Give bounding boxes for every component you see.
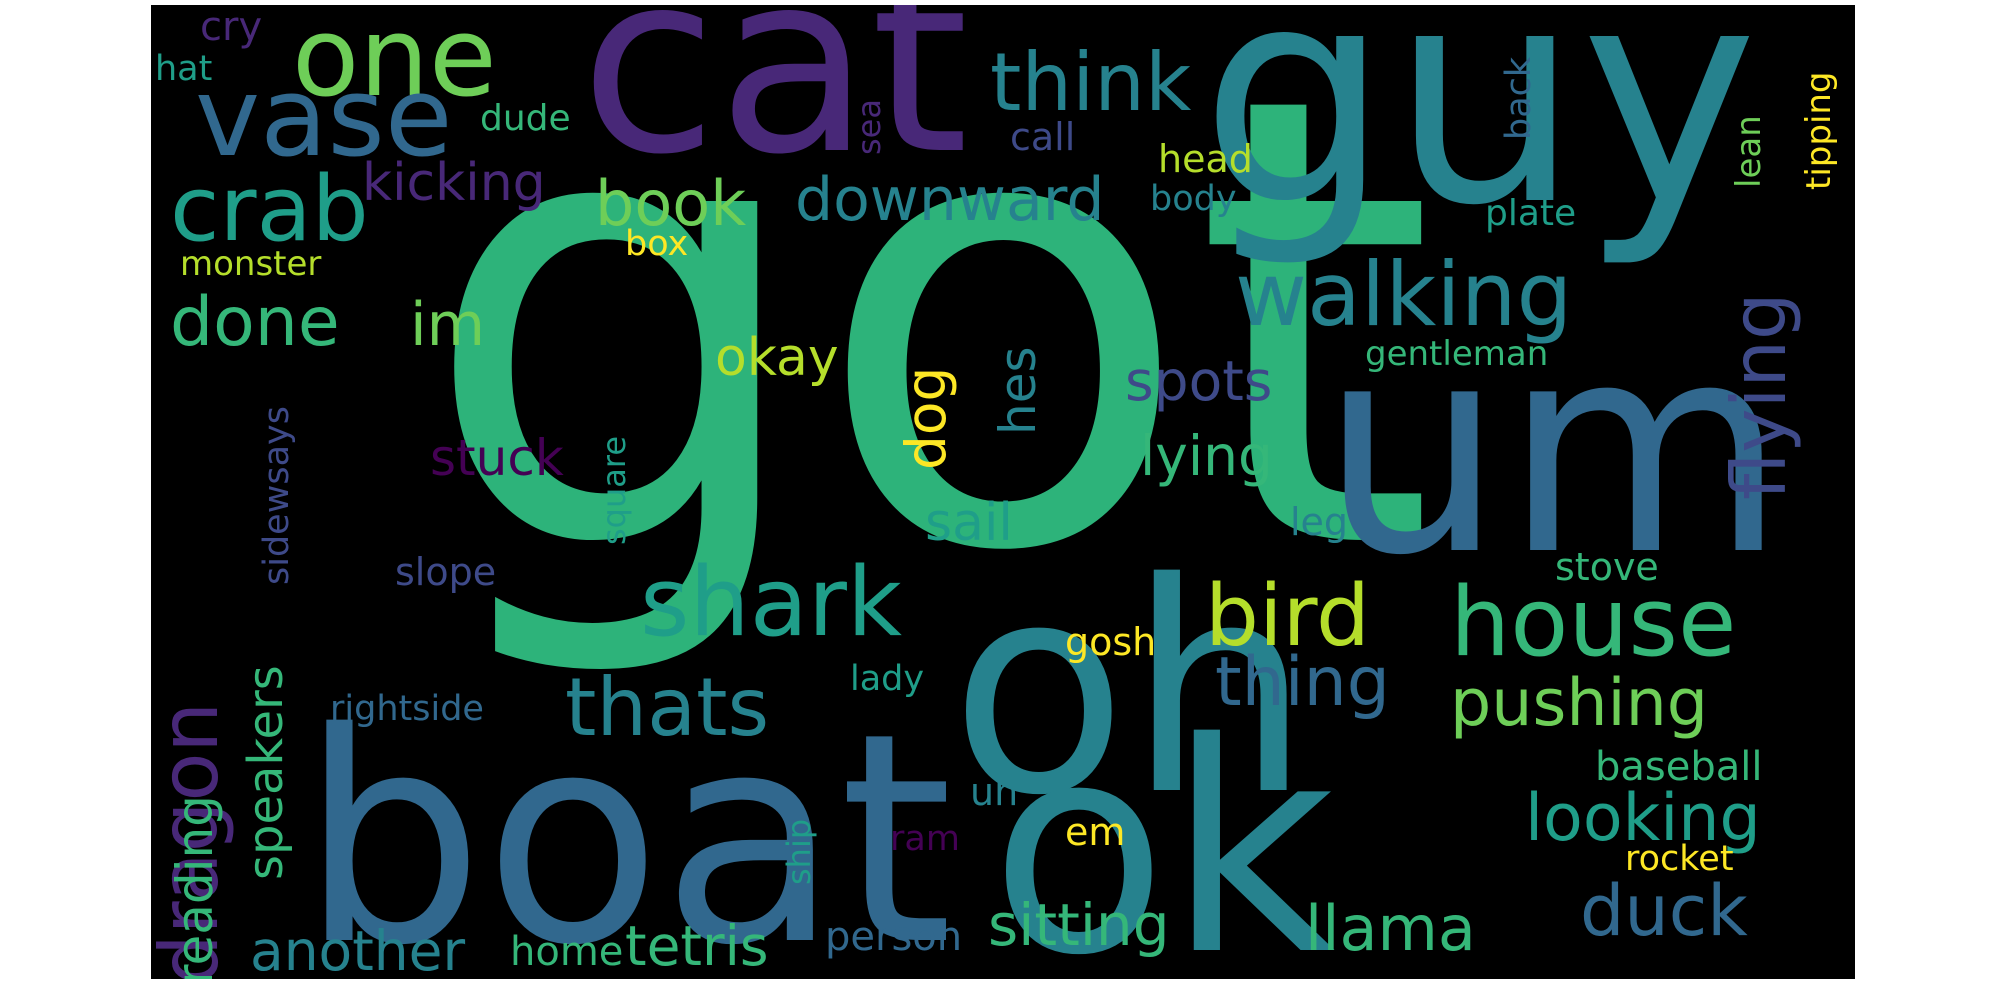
- word-slope: slope: [395, 550, 496, 594]
- word-downward: downward: [795, 165, 1104, 235]
- word-one: one: [292, 5, 497, 121]
- word-monster: monster: [180, 244, 321, 284]
- word-stove: stove: [1555, 545, 1659, 589]
- word-think: think: [990, 36, 1192, 129]
- word-looking: looking: [1525, 781, 1761, 856]
- word-em: em: [1065, 810, 1125, 854]
- word-okay: okay: [715, 328, 839, 388]
- word-thats: thats: [565, 661, 769, 754]
- word-cloud-canvas: got guy cat um oh boat ok one vase think walking cr…: [151, 5, 1855, 979]
- word-thing: thing: [1215, 643, 1390, 722]
- word-got: got: [420, 5, 1436, 687]
- word-cry: cry: [200, 5, 262, 50]
- word-bird: bird: [1205, 567, 1370, 666]
- word-rightside: rightside: [330, 689, 484, 729]
- word-dragon: dragon: [151, 702, 236, 979]
- word-ok: ok: [990, 682, 1335, 979]
- word-im: im: [410, 290, 485, 360]
- word-call: call: [1010, 115, 1075, 159]
- word-ram: ram: [890, 819, 960, 859]
- word-gentleman: gentleman: [1365, 334, 1548, 374]
- word-back: back: [1499, 56, 1539, 140]
- word-box: box: [625, 224, 688, 264]
- word-lying: lying: [1140, 424, 1273, 488]
- word-um: um: [1320, 282, 1786, 619]
- word-oh: oh: [950, 522, 1311, 859]
- word-plate: plate: [1485, 193, 1576, 234]
- word-hat: hat: [155, 49, 212, 89]
- word-kicking: kicking: [362, 153, 546, 213]
- word-home: home: [510, 929, 623, 975]
- word-vase: vase: [195, 53, 453, 181]
- word-flying: flying: [1715, 292, 1803, 500]
- word-sitting: sitting: [988, 891, 1170, 959]
- word-ship: ship: [780, 819, 818, 885]
- word-speakers: speakers: [238, 665, 294, 880]
- word-uh: uh: [970, 770, 1018, 814]
- word-lady: lady: [850, 659, 924, 699]
- word-llama: llama: [1305, 892, 1476, 965]
- word-guy: guy: [1200, 5, 1758, 271]
- word-house: house: [1450, 568, 1736, 678]
- word-square: square: [595, 436, 633, 545]
- word-cat: cat: [580, 5, 969, 209]
- word-duck: duck: [1580, 870, 1748, 952]
- word-lean: lean: [1729, 115, 1769, 188]
- word-done: done: [170, 283, 340, 362]
- word-boat: boat: [300, 672, 953, 979]
- word-another: another: [250, 919, 465, 979]
- word-dog: dog: [894, 367, 958, 470]
- word-body: body: [1150, 179, 1237, 219]
- word-hes: hes: [989, 346, 1047, 435]
- word-tipping: tipping: [1799, 71, 1839, 190]
- word-shark: shark: [640, 548, 902, 658]
- word-rocket: rocket: [1625, 839, 1734, 879]
- word-sidewsays: sidewsays: [257, 406, 297, 585]
- word-head: head: [1158, 137, 1253, 181]
- word-baseball: baseball: [1595, 744, 1762, 790]
- word-spots: spots: [1125, 349, 1272, 413]
- word-crab: crab: [170, 157, 369, 262]
- word-pushing: pushing: [1450, 666, 1708, 741]
- word-sail: sail: [925, 493, 1013, 553]
- word-dude: dude: [480, 98, 571, 139]
- word-person: person: [825, 914, 962, 960]
- word-walking: walking: [1235, 243, 1572, 346]
- word-stuck: stuck: [430, 429, 564, 487]
- word-book: book: [595, 167, 746, 240]
- word-sea: sea: [850, 99, 888, 155]
- word-reading: reading: [166, 795, 224, 979]
- word-gosh: gosh: [1065, 620, 1156, 664]
- word-tetris: tetris: [625, 914, 769, 978]
- word-leg: leg: [1290, 500, 1348, 544]
